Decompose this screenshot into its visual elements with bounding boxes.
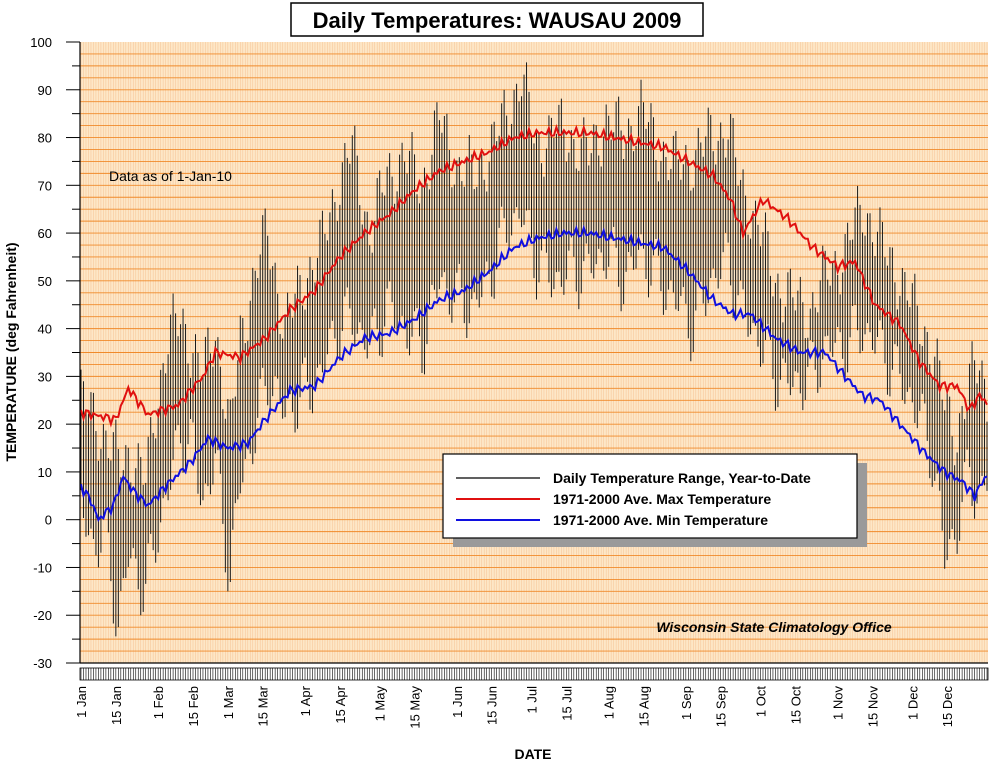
x-tick-label: 1 May [373, 686, 388, 722]
y-tick-label: 100 [30, 35, 52, 50]
x-tick-label: 15 Oct [788, 686, 803, 725]
x-tick-label: 15 Dec [940, 686, 955, 728]
legend-label-min: 1971-2000 Ave. Min Temperature [553, 512, 768, 528]
x-axis-title: DATE [514, 746, 551, 762]
data-as-of-note: Data as of 1-Jan-10 [109, 168, 232, 184]
x-tick-label: 1 Nov [831, 686, 846, 720]
x-axis-day-ticks [80, 668, 988, 680]
x-tick-label: 1 Dec [905, 686, 920, 720]
x-tick-label: 1 Aug [602, 686, 617, 719]
legend-label-max: 1971-2000 Ave. Max Temperature [553, 491, 771, 507]
y-tick-label: 0 [45, 513, 52, 528]
y-tick-label: 40 [38, 322, 52, 337]
daily-range-bars [80, 62, 988, 637]
y-tick-label: 50 [38, 274, 52, 289]
x-tick-label: 1 Oct [754, 686, 769, 717]
avg-max-temperature-line [80, 123, 988, 428]
x-tick-label: 1 Apr [298, 685, 313, 716]
y-tick-label: 20 [38, 417, 52, 432]
x-tick-label: 15 May [408, 686, 423, 729]
x-tick-label: 15 Aug [637, 686, 652, 727]
chart-title: Daily Temperatures: WAUSAU 2009 [313, 8, 682, 33]
y-axis-title: TEMPERATURE (deg Fahrenheit) [3, 242, 19, 461]
legend-box [442, 453, 858, 539]
x-tick-label: 1 Jul [525, 686, 540, 714]
x-tick-label: 15 Apr [333, 685, 348, 723]
x-tick-label: 1 Mar [221, 685, 236, 719]
y-tick-label: 60 [38, 226, 52, 241]
x-tick-label: 15 Feb [186, 686, 201, 726]
y-tick-label: -30 [33, 656, 52, 671]
x-tick-label: 1 Jan [74, 686, 89, 718]
x-tick-label: 15 Sep [714, 686, 729, 727]
legend: Daily Temperature Range, Year-to-Date 19… [442, 453, 867, 547]
x-tick-label: 15 Nov [866, 686, 881, 728]
y-tick-label: -20 [33, 608, 52, 623]
y-tick-label: 30 [38, 369, 52, 384]
x-tick-label: 15 Jun [485, 686, 500, 725]
x-tick-label: 1 Feb [151, 686, 166, 719]
x-axis-tick-labels: 1 Jan 15 Jan 1 Feb 15 Feb 1 Mar 15 Mar 1 Apr 15… [74, 685, 955, 728]
y-tick-label: 10 [38, 465, 52, 480]
y-tick-label: 70 [38, 178, 52, 193]
y-tick-label: 80 [38, 131, 52, 146]
x-tick-label: 15 Jul [559, 686, 574, 721]
y-tick-label: 90 [38, 83, 52, 98]
x-tick-label: 15 Jan [109, 686, 124, 725]
credit-label: Wisconsin State Climatology Office [656, 619, 892, 635]
x-tick-label: 1 Sep [679, 686, 694, 720]
x-tick-label: 1 Jun [450, 686, 465, 718]
y-tick-label: -10 [33, 560, 52, 575]
x-tick-label: 15 Mar [256, 685, 271, 726]
y-axis-ticks: -30 -20 -10 0 10 20 30 40 50 60 70 80 90 100 [30, 35, 80, 671]
chart-title-box [290, 2, 704, 37]
avg-min-temperature-line [80, 224, 988, 523]
legend-label-range: Daily Temperature Range, Year-to-Date [553, 470, 811, 486]
